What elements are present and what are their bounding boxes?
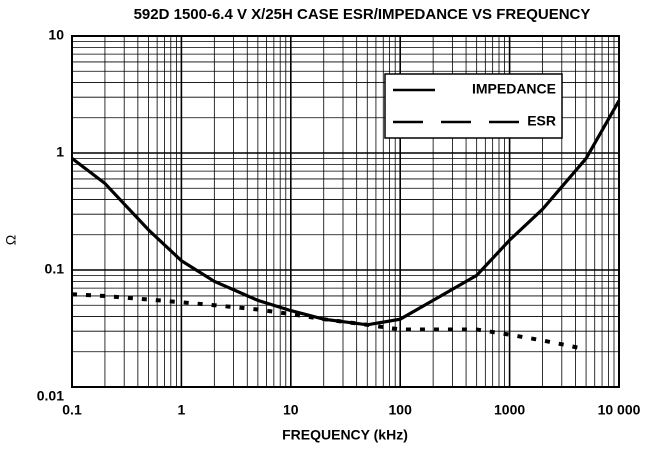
y-tick-label: 10 — [48, 27, 64, 43]
series-line — [71, 292, 587, 352]
x-tick-label: 100 — [389, 402, 413, 418]
y-tick-label: 0.1 — [45, 261, 65, 277]
legend-box — [384, 73, 563, 139]
series-line — [71, 99, 621, 327]
x-tick-label: 1000 — [494, 402, 525, 418]
legend-label: ESR — [527, 113, 556, 129]
plot-frame — [71, 35, 620, 388]
y-axis-label: Ω — [3, 235, 19, 245]
y-tick-label: 0.01 — [37, 388, 64, 404]
y-tick-label: 1 — [56, 144, 64, 160]
x-tick-label: 10 — [283, 402, 299, 418]
x-tick-label: 10 000 — [598, 402, 641, 418]
chart-title: 592D 1500-6.4 V X/25H CASE ESR/IMPEDANCE… — [134, 6, 591, 23]
x-tick-label: 1 — [178, 402, 186, 418]
x-axis-label: FREQUENCY (kHz) — [282, 427, 408, 443]
x-tick-label: 0.1 — [62, 402, 82, 418]
legend-label: IMPEDANCE — [472, 81, 556, 97]
